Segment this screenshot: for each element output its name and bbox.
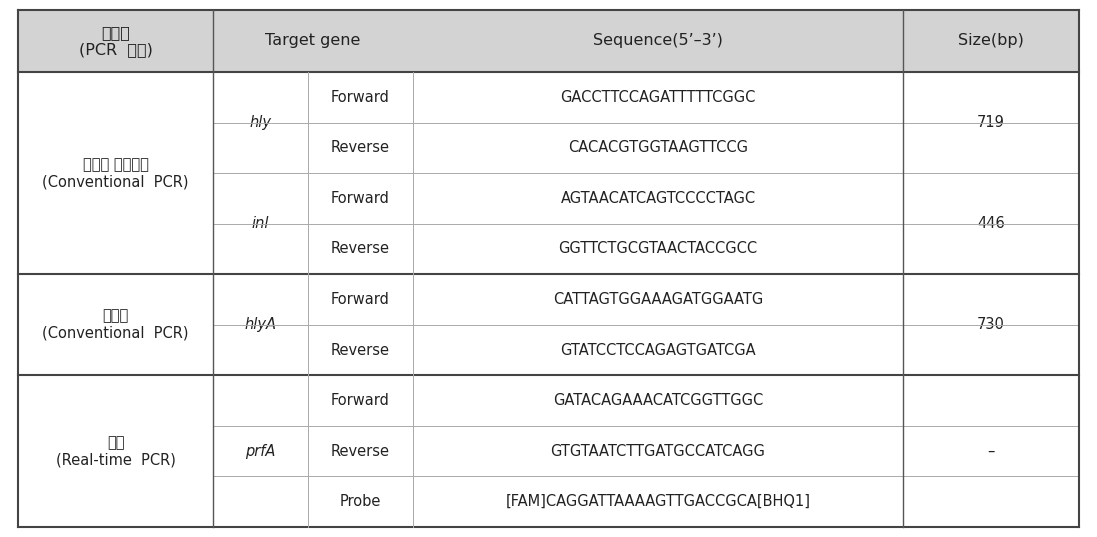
Text: CACACGTGGTAAGTTCCG: CACACGTGGTAAGTTCCG — [568, 140, 748, 155]
Text: inl: inl — [251, 216, 269, 231]
Bar — [18, 10, 1079, 72]
Text: Probe: Probe — [340, 494, 381, 509]
Text: Forward: Forward — [331, 90, 389, 105]
Text: 캐나다
(Conventional  PCR): 캐나다 (Conventional PCR) — [43, 309, 189, 341]
Text: hlyA: hlyA — [245, 317, 276, 332]
Text: [FAM]CAGGATTAAAAGTTGACCGCA[BHQ1]: [FAM]CAGGATTAAAAGTTGACCGCA[BHQ1] — [506, 494, 811, 509]
Text: Forward: Forward — [331, 191, 389, 206]
Text: GTATCCTCCAGAGTGATCGA: GTATCCTCCAGAGTGATCGA — [561, 343, 756, 358]
Text: prfA: prfA — [246, 444, 275, 459]
Text: Target gene: Target gene — [265, 33, 361, 48]
Text: CATTAGTGGAAAGATGGAATG: CATTAGTGGAAAGATGGAATG — [553, 292, 764, 307]
Text: GTGTAATCTTGATGCCATCAGG: GTGTAATCTTGATGCCATCAGG — [551, 444, 766, 459]
Text: Reverse: Reverse — [331, 444, 391, 459]
Text: hly: hly — [249, 115, 271, 130]
Text: Reverse: Reverse — [331, 343, 391, 358]
Text: Reverse: Reverse — [331, 242, 391, 257]
Text: 독일
(Real-time  PCR): 독일 (Real-time PCR) — [56, 435, 176, 467]
Text: GACCTTCCAGATTTTTCGGC: GACCTTCCAGATTTTTCGGC — [561, 90, 756, 105]
Text: AGTAACATCAGTCCCCTAGC: AGTAACATCAGTCCCCTAGC — [561, 191, 756, 206]
Text: 시험법
(PCR  종류): 시험법 (PCR 종류) — [79, 25, 152, 57]
Text: Reverse: Reverse — [331, 140, 391, 155]
Text: 446: 446 — [977, 216, 1005, 231]
Text: 719: 719 — [977, 115, 1005, 130]
Text: 식중독 원인조사
(Conventional  PCR): 식중독 원인조사 (Conventional PCR) — [43, 157, 189, 190]
Text: –: – — [987, 444, 995, 459]
Text: Forward: Forward — [331, 292, 389, 307]
Text: Forward: Forward — [331, 393, 389, 408]
Text: Sequence(5’–3’): Sequence(5’–3’) — [593, 33, 723, 48]
Text: GATACAGAAACATCGGTTGGC: GATACAGAAACATCGGTTGGC — [553, 393, 764, 408]
Text: Size(bp): Size(bp) — [958, 33, 1024, 48]
Bar — [18, 72, 1079, 527]
Text: GGTTCTGCGTAACTACCGCC: GGTTCTGCGTAACTACCGCC — [558, 242, 758, 257]
Text: 730: 730 — [977, 317, 1005, 332]
